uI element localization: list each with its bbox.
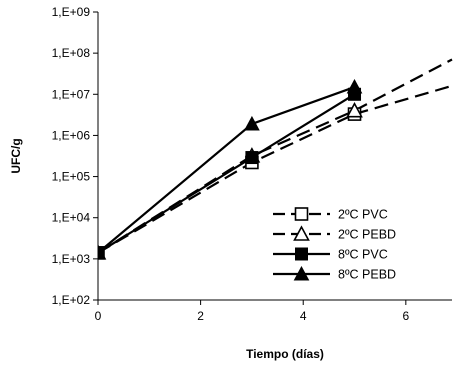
legend-marker-3 [295,247,308,261]
x-tick-label: 6 [402,309,409,323]
y-tick-label: 1,E+06 [52,128,91,142]
chart-marks [98,58,453,260]
data-point [346,101,363,118]
series-trendline-2 [354,58,453,112]
data-point [245,151,259,165]
legend-label-3: 8ºC PVC [338,248,388,262]
data-point [244,115,260,131]
legend-label-2: 2ºC PEBD [338,228,396,242]
legend-marker-2 [293,225,310,241]
y-tick-label: 1,E+03 [52,252,91,266]
y-tick-label: 1,E+02 [52,293,91,307]
y-axis-title: UFC/g [9,138,23,173]
x-axis-title: Tiempo (días) [246,347,324,361]
legend-label-4: 8ºC PEBD [338,268,396,282]
legend-marker-4 [293,265,310,281]
y-tick-label: 1,E+09 [52,5,91,19]
data-point [98,244,106,260]
x-tick-label: 0 [95,309,102,323]
legend-marker-1 [294,207,309,221]
series-trendline-1 [354,84,453,116]
y-tick-label: 1,E+05 [52,170,91,184]
legend: 2ºC PVC 2ºC PEBD 8ºC PVC 8ºC PEBD [268,200,448,286]
y-tick-label: 1,E+04 [52,211,91,225]
data-point [346,78,363,94]
axes: 1,E+02 1,E+03 1,E+04 1,E+05 1,E+06 1,E+07 1,E+… [52,5,452,323]
y-tick-label: 1,E+08 [52,46,91,60]
y-tick-label: 1,E+07 [52,87,91,101]
legend-label-1: 2ºC PVC [338,208,388,222]
x-tick-label: 2 [197,309,204,323]
x-tick-label: 4 [300,309,307,323]
